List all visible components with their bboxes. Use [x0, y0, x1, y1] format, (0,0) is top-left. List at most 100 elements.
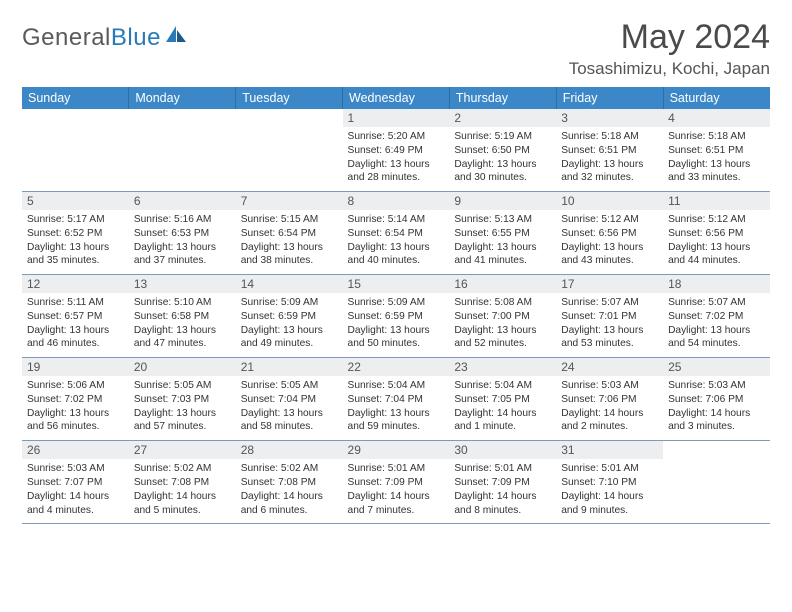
sunset-text: Sunset: 7:04 PM [241, 393, 338, 407]
calendar-cell: 12Sunrise: 5:11 AMSunset: 6:57 PMDayligh… [22, 275, 129, 358]
calendar-cell: 2Sunrise: 5:19 AMSunset: 6:50 PMDaylight… [449, 109, 556, 192]
calendar-row: 5 Sunrise: 5:17 AMSunset: 6:52 PM Daylight… [22, 192, 770, 275]
sunrise-text: Sunrise: 5:05 AM [134, 379, 231, 393]
calendar-row: 26Sunrise: 5:03 AMSunset: 7:07 PMDayligh… [22, 441, 770, 524]
sunset-text: Sunset: 7:02 PM [668, 310, 765, 324]
daylight-text: Daylight: 13 hours and 30 minutes. [454, 158, 551, 186]
sunset-text: Sunset: 7:02 PM [27, 393, 124, 407]
day-data: Sunrise: 5:06 AMSunset: 7:02 PMDaylight:… [22, 376, 129, 440]
day-data: Sunrise: 5:05 AMSunset: 7:03 PMDaylight:… [129, 376, 236, 440]
daylight-text: Daylight: 13 hours and 59 minutes. [348, 407, 445, 435]
daylight-text: Daylight: 13 hours and 54 minutes. [668, 324, 765, 352]
sunset-text: Sunset: 7:09 PM [454, 476, 551, 490]
day-data: Sunrise: 5:03 AMSunset: 7:06 PMDaylight:… [663, 376, 770, 440]
day-header: Friday [556, 87, 663, 109]
calendar-cell: 17Sunrise: 5:07 AMSunset: 7:01 PMDayligh… [556, 275, 663, 358]
calendar-row: ......1Sunrise: 5:20 AMSunset: 6:49 PMDa… [22, 109, 770, 192]
sunset-text: Sunset: 6:52 PM [27, 227, 124, 241]
day-data: Sunrise: 5:04 AMSunset: 7:04 PMDaylight:… [343, 376, 450, 440]
calendar-cell: 27Sunrise: 5:02 AMSunset: 7:08 PMDayligh… [129, 441, 236, 524]
calendar-body: ......1Sunrise: 5:20 AMSunset: 6:49 PMDa… [22, 109, 770, 524]
sunset-text: Sunset: 7:01 PM [561, 310, 658, 324]
sunset-text: Sunset: 6:53 PM [134, 227, 231, 241]
sunrise-text: Sunrise: 5:14 AM [348, 213, 445, 227]
daylight-text: Daylight: 13 hours and 58 minutes. [241, 407, 338, 435]
sunrise-text: Sunrise: 5:07 AM [668, 296, 765, 310]
day-data: Sunrise: 5:18 AMSunset: 6:51 PMDaylight:… [663, 127, 770, 191]
sunrise-text: Sunrise: 5:04 AM [348, 379, 445, 393]
day-number: 6 [129, 192, 236, 210]
sunset-text: Sunset: 6:54 PM [241, 227, 338, 241]
daylight-text: Daylight: 13 hours and 52 minutes. [454, 324, 551, 352]
day-data: Sunrise: 5:04 AMSunset: 7:05 PMDaylight:… [449, 376, 556, 440]
day-number: 3 [556, 109, 663, 127]
day-header: Tuesday [236, 87, 343, 109]
sunrise-text: Sunrise: 5:17 AM [27, 213, 124, 227]
calendar-cell: .. [236, 109, 343, 192]
daylight-text: Daylight: 13 hours and 56 minutes. [27, 407, 124, 435]
daylight-text: Daylight: 13 hours and 49 minutes. [241, 324, 338, 352]
sunrise-text: Sunrise: 5:05 AM [241, 379, 338, 393]
day-number: 4 [663, 109, 770, 127]
calendar-row: 12Sunrise: 5:11 AMSunset: 6:57 PMDayligh… [22, 275, 770, 358]
day-header: Thursday [449, 87, 556, 109]
day-data: Sunrise: 5:19 AMSunset: 6:50 PMDaylight:… [449, 127, 556, 191]
sunrise-text: Sunrise: 5:02 AM [134, 462, 231, 476]
calendar-row: 19Sunrise: 5:06 AMSunset: 7:02 PMDayligh… [22, 358, 770, 441]
sunrise-text: Sunrise: 5:01 AM [454, 462, 551, 476]
calendar-cell: 22Sunrise: 5:04 AMSunset: 7:04 PMDayligh… [343, 358, 450, 441]
day-data: Sunrise: 5:05 AMSunset: 7:04 PMDaylight:… [236, 376, 343, 440]
month-title: May 2024 [569, 18, 770, 57]
day-number: 16 [449, 275, 556, 293]
calendar-cell: 15Sunrise: 5:09 AMSunset: 6:59 PMDayligh… [343, 275, 450, 358]
daylight-text: Daylight: 13 hours and 44 minutes. [668, 241, 765, 269]
calendar-cell: 5Sunrise: 5:17 AMSunset: 6:52 PMDaylight… [22, 192, 129, 275]
daylight-text: Daylight: 14 hours and 7 minutes. [348, 490, 445, 518]
calendar-cell: 30Sunrise: 5:01 AMSunset: 7:09 PMDayligh… [449, 441, 556, 524]
sunrise-text: Sunrise: 5:16 AM [134, 213, 231, 227]
sunset-text: Sunset: 6:58 PM [134, 310, 231, 324]
day-data: Sunrise: 5:08 AMSunset: 7:00 PMDaylight:… [449, 293, 556, 357]
sunrise-text: Sunrise: 5:18 AM [668, 130, 765, 144]
day-number: 1 [343, 109, 450, 127]
day-number: 10 [556, 192, 663, 210]
daylight-text: Daylight: 14 hours and 2 minutes. [561, 407, 658, 435]
daylight-text: Daylight: 13 hours and 32 minutes. [561, 158, 658, 186]
sunrise-text: Sunrise: 5:13 AM [454, 213, 551, 227]
calendar-cell: 20Sunrise: 5:05 AMSunset: 7:03 PMDayligh… [129, 358, 236, 441]
calendar-cell: 28Sunrise: 5:02 AMSunset: 7:08 PMDayligh… [236, 441, 343, 524]
sunset-text: Sunset: 7:06 PM [561, 393, 658, 407]
day-data: Sunrise: 5:03 AMSunset: 7:06 PMDaylight:… [556, 376, 663, 440]
day-number: 30 [449, 441, 556, 459]
sunset-text: Sunset: 6:49 PM [348, 144, 445, 158]
daylight-text: Daylight: 14 hours and 3 minutes. [668, 407, 765, 435]
day-header: Monday [129, 87, 236, 109]
sunrise-text: Sunrise: 5:02 AM [241, 462, 338, 476]
daylight-text: Daylight: 13 hours and 47 minutes. [134, 324, 231, 352]
brand-logo: GeneralBlue [22, 24, 188, 52]
daylight-text: Daylight: 13 hours and 41 minutes. [454, 241, 551, 269]
sunset-text: Sunset: 7:04 PM [348, 393, 445, 407]
calendar-cell: 7Sunrise: 5:15 AMSunset: 6:54 PMDaylight… [236, 192, 343, 275]
calendar-page: GeneralBlue May 2024 Tosashimizu, Kochi,… [0, 0, 792, 524]
sunset-text: Sunset: 7:10 PM [561, 476, 658, 490]
calendar-cell: .. [663, 441, 770, 524]
location: Tosashimizu, Kochi, Japan [569, 59, 770, 79]
day-number: 25 [663, 358, 770, 376]
calendar-cell: 3Sunrise: 5:18 AMSunset: 6:51 PMDaylight… [556, 109, 663, 192]
sunrise-text: Sunrise: 5:09 AM [241, 296, 338, 310]
sunrise-text: Sunrise: 5:03 AM [668, 379, 765, 393]
day-data: Sunrise: 5:09 AMSunset: 6:59 PMDaylight:… [236, 293, 343, 357]
calendar-cell: 23Sunrise: 5:04 AMSunset: 7:05 PMDayligh… [449, 358, 556, 441]
sunset-text: Sunset: 6:56 PM [561, 227, 658, 241]
day-data: Sunrise: 5:01 AMSunset: 7:09 PMDaylight:… [343, 459, 450, 523]
calendar-cell: .. [129, 109, 236, 192]
day-data: Sunrise: 5:02 AMSunset: 7:08 PMDaylight:… [236, 459, 343, 523]
sunset-text: Sunset: 6:56 PM [668, 227, 765, 241]
daylight-text: Daylight: 14 hours and 1 minute. [454, 407, 551, 435]
calendar-cell: 29Sunrise: 5:01 AMSunset: 7:09 PMDayligh… [343, 441, 450, 524]
calendar-cell: 1Sunrise: 5:20 AMSunset: 6:49 PMDaylight… [343, 109, 450, 192]
sunrise-text: Sunrise: 5:12 AM [561, 213, 658, 227]
day-number: 5 [22, 192, 129, 210]
sunset-text: Sunset: 6:59 PM [348, 310, 445, 324]
